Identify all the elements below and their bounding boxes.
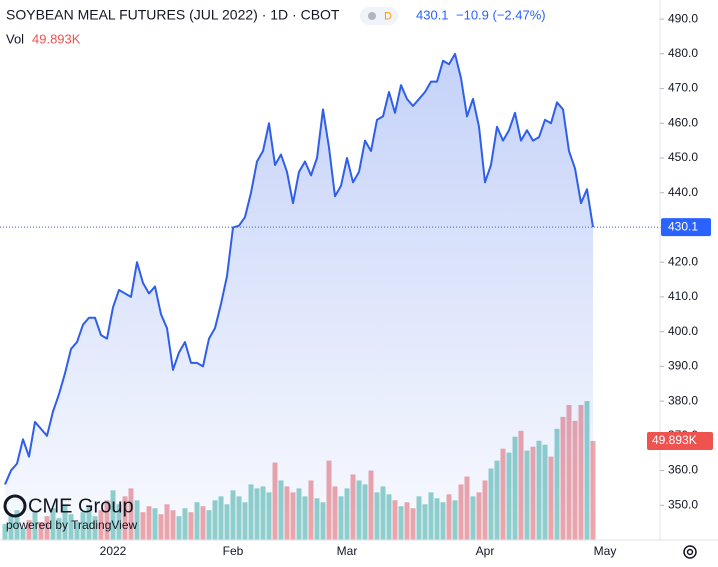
badge — [360, 7, 398, 25]
y-tick-label: 470.0 — [668, 81, 698, 95]
badge-dot — [368, 12, 376, 20]
price-line — [4, 52, 594, 485]
chart-title: SOYBEAN MEAL FUTURES (JUL 2022) · 1D · C… — [6, 7, 340, 23]
volume-name: Vol — [6, 31, 24, 46]
y-tick-label: 350.0 — [668, 497, 698, 511]
y-tick-label: 480.0 — [668, 46, 698, 60]
y-tick-label: 360.0 — [668, 463, 698, 477]
y-tick-label: 380.0 — [668, 393, 698, 407]
logo: CME Group — [28, 495, 134, 517]
plot-area — [0, 52, 660, 541]
logo-icon — [3, 494, 27, 518]
last-price: 430.1 — [416, 7, 449, 22]
volume-last: 49.893K — [32, 31, 81, 46]
axes: 350.0360.0370.0380.0390.0400.0410.0420.0… — [100, 11, 713, 558]
time-axis-panel — [0, 540, 718, 567]
x-tick-label: May — [594, 544, 617, 558]
y-tick-label: 410.0 — [668, 289, 698, 303]
y-tick-label: 420.0 — [668, 254, 698, 268]
x-tick-label: Feb — [223, 544, 244, 558]
price-area — [5, 53, 593, 541]
x-tick-label: 2022 — [100, 544, 127, 558]
y-tick-label: 490.0 — [668, 11, 698, 25]
y-tick-label: 450.0 — [668, 150, 698, 164]
y-tick-label: 440.0 — [668, 185, 698, 199]
y-tick-label: 390.0 — [668, 359, 698, 373]
powered-by: powered by TradingView — [6, 518, 138, 532]
badge-label: D — [384, 10, 392, 22]
y-tick-label: 460.0 — [668, 115, 698, 129]
volume-tag-label: 49.893K — [652, 433, 697, 447]
price-change: −10.9 (−2.47%) — [456, 7, 546, 22]
volume-tag — [647, 431, 713, 450]
last-price-tag-label: 430.1 — [668, 219, 698, 233]
settings-icon[interactable] — [683, 545, 697, 559]
last-price-tag — [661, 218, 711, 237]
x-tick-label: Apr — [476, 544, 495, 558]
y-tick-label: 400.0 — [668, 324, 698, 338]
price-axis-panel — [660, 0, 718, 567]
x-tick-label: Mar — [337, 544, 358, 558]
